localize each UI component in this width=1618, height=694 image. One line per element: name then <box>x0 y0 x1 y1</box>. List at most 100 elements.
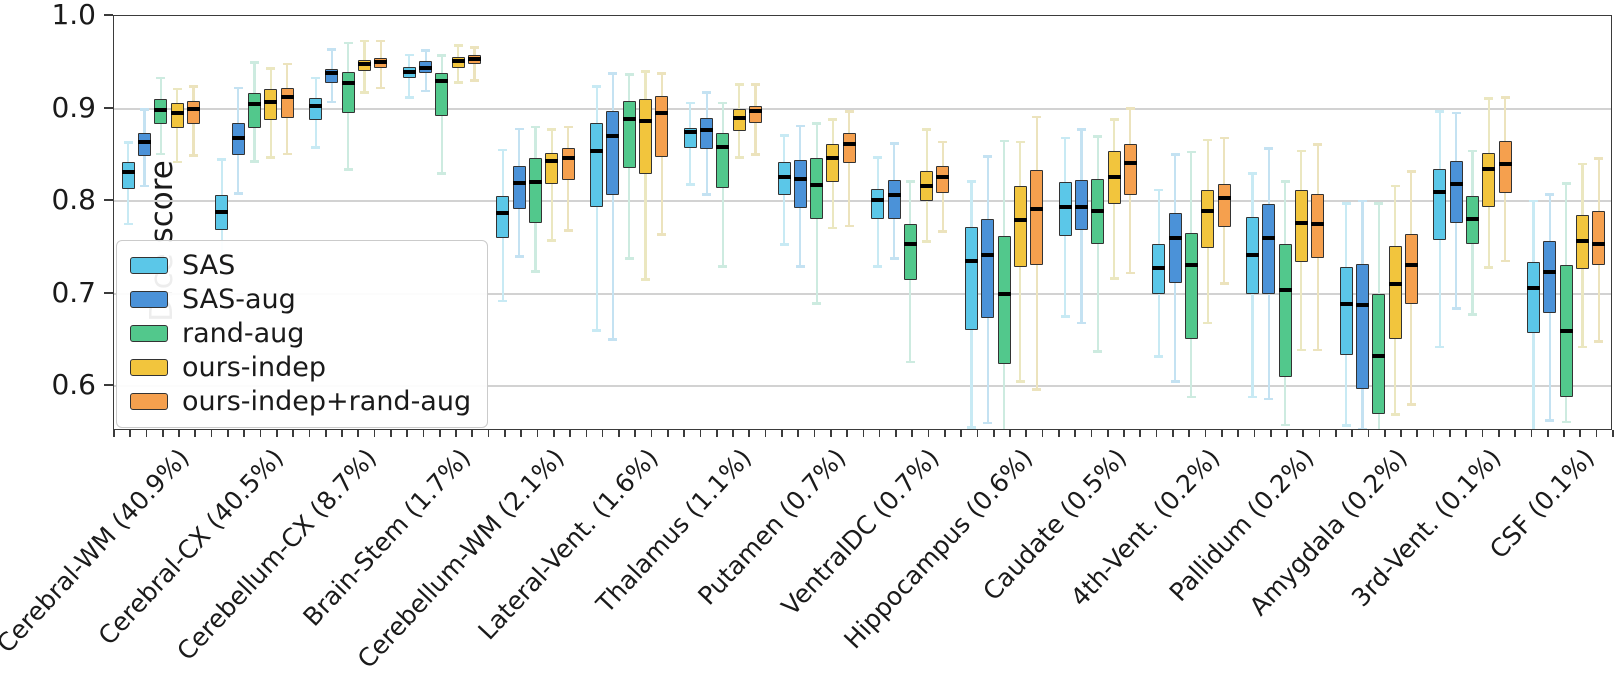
x-tick <box>1123 430 1125 437</box>
whisker-cap <box>1186 395 1196 399</box>
whisker-cap <box>779 134 789 137</box>
whisker-cap <box>327 100 337 104</box>
x-tick <box>1025 430 1028 437</box>
whisker-cap <box>592 85 602 88</box>
x-tick <box>1074 430 1076 437</box>
box <box>1388 246 1402 339</box>
whisker-cap <box>514 127 524 131</box>
whisker-cap <box>641 278 651 281</box>
whisker-cap <box>266 67 276 71</box>
median-line <box>1030 207 1044 212</box>
median-line <box>309 103 323 108</box>
x-tick <box>829 430 832 437</box>
whisker-cap <box>1170 153 1180 157</box>
median-line <box>1294 221 1308 226</box>
whisker-cap <box>250 60 260 64</box>
x-tick <box>292 430 294 437</box>
whisker-cap <box>327 48 337 51</box>
whisker-cap <box>1594 157 1604 160</box>
whisker-cap <box>999 139 1009 143</box>
whisker-cap <box>1093 350 1103 354</box>
x-tick <box>389 430 392 437</box>
median-line <box>1217 196 1231 201</box>
x-tick <box>911 430 914 437</box>
box <box>842 133 856 164</box>
x-tick <box>878 430 881 437</box>
x-category-label: Brain-Stem (1.7%) <box>297 443 477 632</box>
y-tick <box>104 14 113 16</box>
whisker-cap <box>795 124 805 128</box>
legend-label: SAS-aug <box>182 283 296 315</box>
box <box>1013 186 1027 267</box>
whisker-cap <box>795 265 805 268</box>
whisker-cap <box>1594 340 1604 343</box>
x-tick <box>1449 430 1451 437</box>
x-tick <box>178 430 180 437</box>
x-tick <box>618 430 620 437</box>
x-tick <box>259 430 262 437</box>
whisker-cap <box>453 81 463 84</box>
x-tick <box>764 430 767 437</box>
x-tick <box>634 430 637 437</box>
whisker-cap <box>718 265 728 268</box>
whisker-cap <box>641 70 651 73</box>
x-tick <box>699 430 702 437</box>
x-tick <box>1546 430 1549 437</box>
whisker-cap <box>938 140 948 144</box>
median-line <box>683 129 697 134</box>
whisker-cap <box>966 180 976 183</box>
median-line <box>264 100 278 105</box>
median-line <box>887 192 901 197</box>
median-line <box>280 95 294 100</box>
legend-swatch <box>130 324 168 342</box>
box <box>561 148 575 180</box>
x-tick <box>373 430 376 437</box>
x-tick <box>943 430 946 437</box>
median-line <box>121 170 135 175</box>
whisker-cap <box>421 48 431 52</box>
whisker-cap <box>1109 277 1119 280</box>
whisker-cap <box>1451 307 1461 310</box>
x-tick <box>976 430 979 437</box>
median-line <box>732 115 746 120</box>
box <box>1294 189 1308 263</box>
median-line <box>512 180 526 185</box>
x-category-label: Cerebral-CX (40.5%) <box>92 443 289 651</box>
whisker-cap <box>563 125 573 129</box>
median-line <box>590 149 604 154</box>
legend-item: rand-aug <box>130 316 471 350</box>
x-tick <box>1351 430 1353 437</box>
median-line <box>1543 270 1557 275</box>
whisker-cap <box>514 255 524 258</box>
x-tick <box>650 430 653 437</box>
box <box>1030 169 1044 265</box>
x-tick <box>992 430 995 437</box>
x-tick <box>1416 430 1419 437</box>
median-line <box>639 119 653 124</box>
whisker-cap <box>1484 266 1494 269</box>
median-line <box>1527 285 1541 290</box>
box <box>1592 211 1606 265</box>
median-line <box>1355 302 1369 307</box>
whisker-cap <box>685 183 695 186</box>
x-tick <box>1367 430 1370 437</box>
x-tick <box>1481 430 1484 437</box>
whisker-cap <box>1390 184 1400 188</box>
y-tick-label: 0.9 <box>51 90 96 124</box>
median-line <box>1404 262 1418 267</box>
x-tick <box>1172 430 1174 437</box>
box <box>1217 184 1231 227</box>
whisker-cap <box>1264 397 1274 401</box>
median-line <box>545 159 559 164</box>
box <box>981 218 995 319</box>
x-tick <box>1302 430 1305 437</box>
whisker-cap <box>1154 188 1164 192</box>
whisker-cap <box>531 270 541 273</box>
x-tick <box>1514 430 1516 437</box>
whisker-cap <box>1313 348 1323 352</box>
median-line <box>700 127 714 132</box>
x-tick <box>666 430 669 437</box>
box <box>1372 294 1386 414</box>
legend-item: SAS <box>130 248 471 282</box>
x-tick <box>1335 430 1337 437</box>
